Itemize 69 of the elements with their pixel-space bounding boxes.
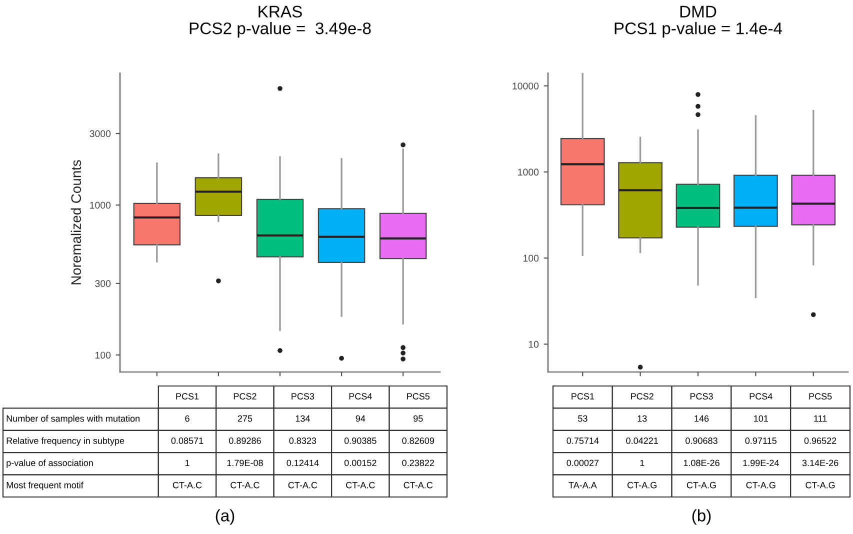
category-label: PCS3 (690, 393, 713, 400)
category-label: PCS4 (349, 393, 372, 400)
text: 6 (185, 415, 190, 422)
text: 0.89286 (229, 438, 261, 444)
chart-title: DMD (680, 6, 716, 18)
text: CT-A.C (404, 482, 433, 488)
category-label: Number of samples with mutation (6, 415, 140, 424)
y-tick-label: 10 (528, 340, 539, 348)
text: 0.00152 (344, 460, 376, 466)
text: TA-A.A (568, 482, 597, 488)
text: 1 (640, 460, 644, 466)
category-label: p-value of association (6, 459, 93, 468)
text: (b) (692, 509, 711, 525)
text: CT-A.G (806, 482, 835, 488)
category-label: PCS1 (572, 393, 594, 400)
text: 0.97115 (745, 438, 777, 444)
text: CT-A.C (172, 482, 202, 488)
text: CT-A.C (288, 482, 318, 488)
text: 0.82609 (402, 438, 434, 444)
text: 1.79E-08 (227, 460, 263, 466)
text: 94 (356, 415, 366, 422)
text: CT-A.G (746, 482, 776, 488)
text: 0.90683 (686, 438, 718, 444)
text: 0.12414 (286, 460, 319, 466)
y-tick-label: 10000 (512, 82, 539, 90)
text: 0.04221 (626, 438, 658, 444)
category-label: PCS3 (292, 393, 314, 400)
text: 0.08571 (171, 438, 204, 444)
text: 95 (414, 415, 423, 422)
text: 0.8323 (289, 438, 316, 444)
text: 3.14E-26 (802, 460, 838, 466)
category-label: PCS2 (234, 393, 256, 400)
y-tick-label: 300 (95, 280, 111, 288)
text: 1.99E-24 (743, 460, 779, 466)
category-label: PCS4 (750, 393, 772, 400)
text: CT-A.C (346, 482, 375, 488)
text: 0.00027 (566, 460, 599, 466)
text: (a) (216, 509, 234, 525)
y-axis-title: Noremalized Counts (70, 160, 82, 284)
text: CT-A.G (628, 482, 656, 488)
chart-subtitle: PCS2 p-value = 3.49e-8 (190, 22, 371, 38)
y-tick-label: 100 (95, 352, 111, 359)
text: CT-A.G (686, 482, 716, 488)
category-label: PCS5 (407, 393, 430, 400)
text: 101 (754, 415, 768, 422)
chart-title: KRAS (258, 6, 302, 18)
text: 275 (238, 415, 252, 422)
text: 146 (694, 415, 709, 422)
y-tick-label: 100 (523, 254, 539, 262)
text: 1 (185, 460, 190, 466)
text: 0.90385 (344, 438, 376, 444)
text: 111 (814, 415, 827, 422)
category-label: Relative frequency in subtype (6, 437, 124, 446)
y-tick-label: 1000 (90, 202, 111, 209)
category-label: PCS1 (176, 393, 199, 400)
text: 1.08E-26 (684, 460, 720, 466)
text: 134 (296, 415, 310, 422)
text: 53 (578, 415, 588, 422)
text: 0.96522 (804, 438, 836, 444)
text: 0.75714 (566, 438, 599, 444)
y-tick-label: 3000 (90, 130, 111, 138)
text: CT-A.C (230, 482, 260, 488)
chart-subtitle: PCS1 p-value = 1.4e-4 (614, 22, 782, 38)
category-label: PCS5 (809, 393, 832, 400)
y-tick-label: 1000 (518, 168, 539, 176)
category-label: PCS2 (631, 393, 654, 400)
text: 0.23822 (402, 460, 434, 466)
text: 13 (638, 415, 647, 422)
category-label: Most frequent motif (6, 482, 84, 490)
